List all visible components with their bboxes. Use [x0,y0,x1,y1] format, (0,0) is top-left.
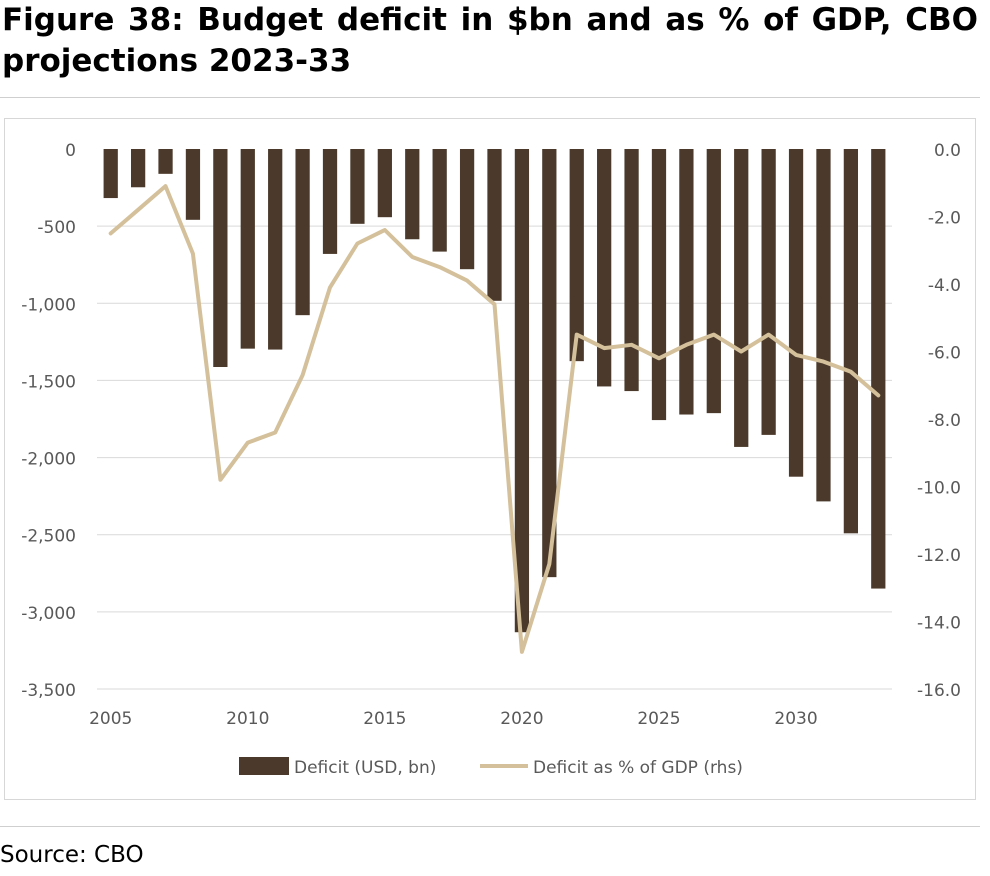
x-tick-label: 2025 [637,709,680,729]
bar [158,149,172,174]
bar [350,149,364,224]
bar [378,149,392,217]
x-tick-label: 2010 [226,709,269,729]
bar [268,149,282,350]
bar [104,149,118,198]
right-tick-label: -14.0 [917,614,961,634]
right-tick-label: -10.0 [917,479,961,499]
bar [871,149,885,589]
bar [652,149,666,420]
legend-label-deficit: Deficit (USD, bn) [294,758,436,778]
legend: Deficit (USD, bn) Deficit as % of GDP (rh… [239,757,743,778]
x-tick-label: 2020 [500,709,543,729]
bar [789,149,803,477]
bar [707,149,721,413]
figure-title: Figure 38: Budget deficit in $bn and as … [2,0,978,82]
bar [762,149,776,435]
bar [515,149,529,632]
right-tick-label: -4.0 [928,276,961,296]
bar [405,149,419,239]
bar [844,149,858,533]
x-axis: 2005 2010 2015 2020 2025 2030 [89,709,818,729]
bar [323,149,337,254]
chart-frame: 0 -500 -1,000 -1,500 -2,000 -2,500 -3,000 -3,50… [4,118,976,800]
left-tick-label: -1,000 [21,295,76,315]
right-tick-label: -2.0 [928,209,961,229]
legend-swatch-bar [239,757,289,775]
x-tick-label: 2015 [363,709,406,729]
bar [131,149,145,187]
right-tick-label: -6.0 [928,344,961,364]
left-tick-label: -2,500 [21,527,76,547]
top-divider [0,97,980,98]
left-tick-label: -2,000 [21,450,76,470]
right-tick-label: -16.0 [917,681,961,701]
x-tick-label: 2030 [774,709,817,729]
bar [597,149,611,386]
bar [433,149,447,252]
bar-series [104,149,886,632]
right-axis: 0.0 -2.0 -4.0 -6.0 -8.0 -10.0 -12.0 -14.0 -16.0 [917,141,961,701]
left-tick-label: -1,500 [21,372,76,392]
chart: 0 -500 -1,000 -1,500 -2,000 -2,500 -3,000 -3,50… [5,119,975,799]
left-tick-label: 0 [65,141,76,161]
bar [460,149,474,269]
source-note: Source: CBO [0,842,144,868]
bar [213,149,227,367]
bar [734,149,748,447]
right-tick-label: -12.0 [917,546,961,566]
bar [679,149,693,415]
x-tick-label: 2005 [89,709,132,729]
bar [487,149,501,301]
left-tick-label: -3,000 [21,604,76,624]
bar [624,149,638,391]
bar [570,149,584,361]
right-tick-label: -8.0 [928,411,961,431]
right-tick-label: 0.0 [934,141,961,161]
bar [816,149,830,501]
bar [295,149,309,315]
left-tick-label: -3,500 [21,681,76,701]
left-axis: 0 -500 -1,000 -1,500 -2,000 -2,500 -3,000 -3,50… [21,141,76,701]
bar [186,149,200,220]
bottom-divider [0,826,980,827]
legend-label-gdp: Deficit as % of GDP (rhs) [533,758,743,778]
left-tick-label: -500 [37,218,76,238]
bar [241,149,255,349]
